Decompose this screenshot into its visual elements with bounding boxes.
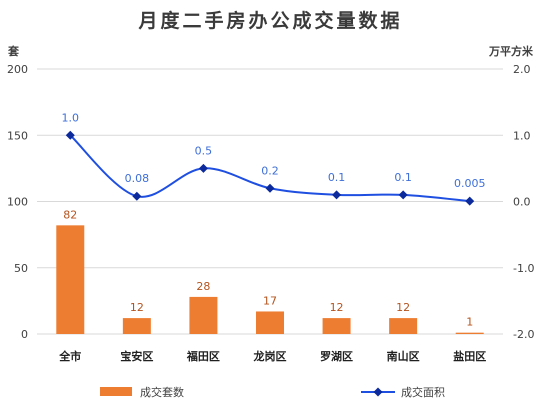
right-axis-unit: 万平方米 (488, 44, 534, 58)
x-tick-label: 盐田区 (453, 349, 486, 363)
bar-data-label: 12 (330, 301, 344, 314)
line-data-label: 0.2 (261, 164, 279, 177)
bar-data-label: 17 (263, 294, 277, 307)
y-right-tick-label: 0.0 (513, 196, 531, 209)
line-point (198, 163, 208, 173)
y-left-tick-label: 150 (7, 129, 28, 142)
x-tick-label: 宝安区 (120, 349, 153, 363)
bar (256, 311, 284, 334)
line-data-label: 0.5 (195, 144, 213, 157)
line-point (398, 190, 408, 200)
line-point (265, 183, 275, 193)
x-tick-label: 福田区 (186, 349, 220, 363)
legend-bar-label: 成交套数 (140, 385, 184, 399)
left-axis-unit: 套 (8, 44, 20, 58)
x-tick-label: 全市 (58, 349, 81, 363)
y-axis-right: -2.0 -1.0 0.0 1.0 2.0 (513, 63, 534, 341)
line-point (332, 190, 342, 200)
legend-bar-swatch (100, 387, 132, 396)
line-data-label: 0.1 (394, 171, 412, 184)
y-left-tick-label: 100 (7, 196, 28, 209)
bar (122, 318, 151, 334)
y-left-tick-label: 0 (21, 328, 28, 341)
y-left-tick-label: 200 (7, 63, 28, 76)
y-right-tick-label: -1.0 (513, 262, 534, 275)
bar (455, 332, 484, 334)
bar-series: 82 12 28 17 12 12 1 (56, 208, 484, 334)
legend-line-label: 成交面积 (401, 385, 445, 399)
y-right-tick-label: -2.0 (513, 328, 534, 341)
legend: 成交套数 成交面积 (100, 385, 445, 399)
bar-data-label: 28 (196, 280, 210, 293)
x-tick-label: 龙岗区 (253, 349, 287, 363)
line-data-label: 0.005 (454, 177, 486, 190)
y-axis-left: 0 50 100 150 200 (7, 63, 28, 341)
y-left-tick-label: 50 (14, 262, 28, 275)
bar (189, 296, 218, 334)
x-axis: 全市 宝安区 福田区 龙岗区 罗湖区 南山区 盐田区 (58, 349, 486, 363)
bar-data-label: 1 (466, 316, 473, 329)
x-tick-label: 南山区 (387, 349, 420, 363)
line-point (132, 191, 142, 201)
legend-line-marker (373, 387, 383, 397)
chart-title: 月度二手房办公成交量数据 (138, 10, 403, 32)
line-data-label: 0.1 (328, 171, 346, 184)
line-series: 1.0 0.08 0.5 0.2 0.1 0.1 0.005 (62, 111, 486, 206)
line-point (465, 196, 475, 206)
y-right-tick-label: 1.0 (513, 129, 531, 142)
bar (56, 225, 85, 334)
line-data-label: 1.0 (62, 111, 80, 124)
bar (322, 318, 351, 334)
bar-data-label: 82 (63, 208, 77, 221)
y-right-tick-label: 2.0 (513, 63, 531, 76)
line-point (65, 130, 75, 140)
x-tick-label: 罗湖区 (320, 349, 353, 363)
bar-data-label: 12 (396, 301, 410, 314)
line-data-label: 0.08 (125, 172, 150, 185)
bar (389, 318, 418, 334)
bar-data-label: 12 (130, 301, 144, 314)
